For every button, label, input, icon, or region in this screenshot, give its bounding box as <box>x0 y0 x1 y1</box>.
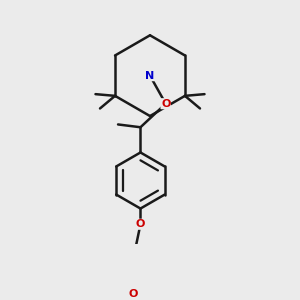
Text: N: N <box>146 71 154 81</box>
Text: O: O <box>136 219 145 229</box>
Text: O: O <box>161 99 170 109</box>
Text: O: O <box>129 289 138 299</box>
